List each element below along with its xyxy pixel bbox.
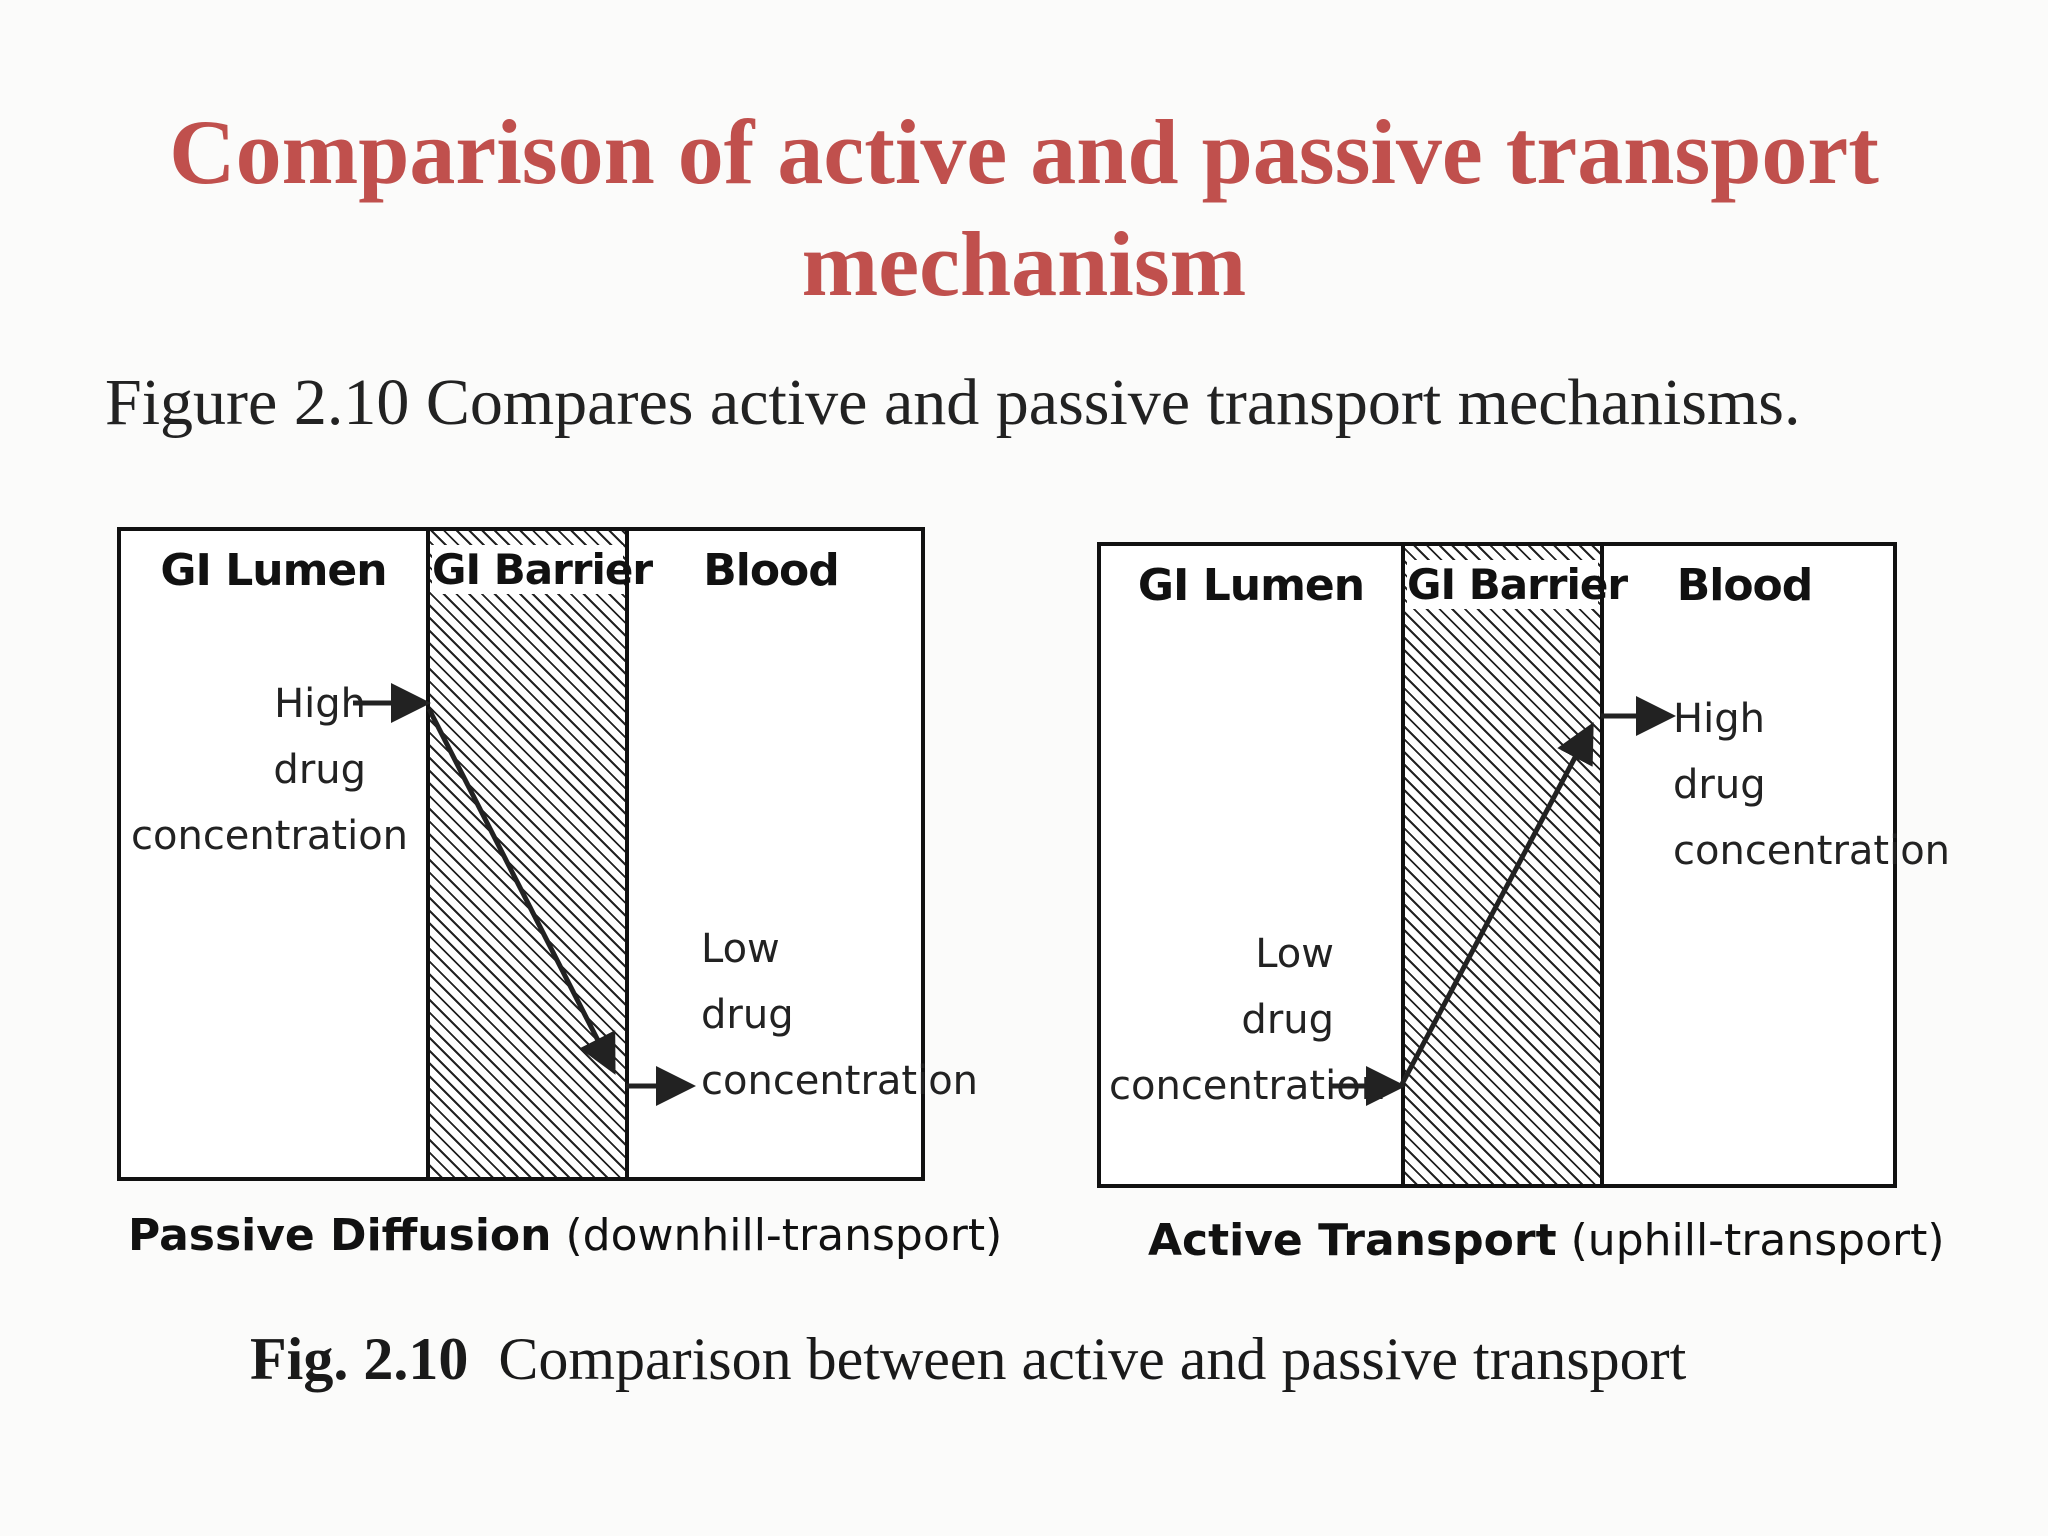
- gi-barrier-label: GI Barrier: [432, 545, 653, 594]
- blood-label: Blood: [1676, 560, 1814, 611]
- blood-zone: Blood: [621, 531, 921, 1177]
- figure-caption-text: Comparison between active and passive tr…: [498, 1326, 1687, 1392]
- figure-label: Fig. 2.10: [250, 1326, 469, 1392]
- passive-diffusion-diagram: GI Lumen GI Barrier Blood High drug conc…: [117, 527, 978, 1181]
- gi-lumen-zone: GI Lumen: [121, 531, 426, 1177]
- intro-text: Figure 2.10 Compares active and passive …: [105, 366, 1801, 439]
- slide-title: Comparison of active and passive transpo…: [0, 96, 2048, 320]
- gi-barrier-label: GI Barrier: [1407, 560, 1628, 609]
- gi-lumen-label: GI Lumen: [160, 545, 387, 596]
- blood-label: Blood: [703, 545, 840, 596]
- active-caption: Active Transport (uphill-transport): [1148, 1215, 1945, 1266]
- gi-barrier-zone: GI Barrier: [1401, 546, 1628, 1184]
- passive-caption: Passive Diffusion (downhill-transport): [128, 1210, 1003, 1261]
- high-concentration-label: High drug concentration: [131, 681, 409, 859]
- active-transport-diagram: GI Lumen GI Barrier Blood Low drug conce…: [1097, 542, 1950, 1188]
- high-concentration-label: High drug concentration: [1673, 696, 1951, 874]
- figure-caption: Fig. 2.10 Comparison between active and p…: [250, 1325, 1686, 1394]
- gi-lumen-label: GI Lumen: [1137, 560, 1365, 611]
- gi-barrier-zone: GI Barrier: [426, 531, 653, 1177]
- passive-arrows: [353, 683, 696, 1106]
- title-line-1: Comparison of active and passive transpo…: [169, 101, 1879, 203]
- blood-zone: Blood: [1596, 546, 1893, 1184]
- low-concentration-label: Low drug concentration: [701, 926, 979, 1104]
- title-line-2: mechanism: [801, 213, 1247, 315]
- active-arrows: [1331, 696, 1676, 1106]
- gi-lumen-zone: GI Lumen: [1101, 546, 1401, 1184]
- transport-uphill-arrow: [1398, 722, 1594, 1088]
- diffusion-gradient-arrow: [426, 707, 616, 1075]
